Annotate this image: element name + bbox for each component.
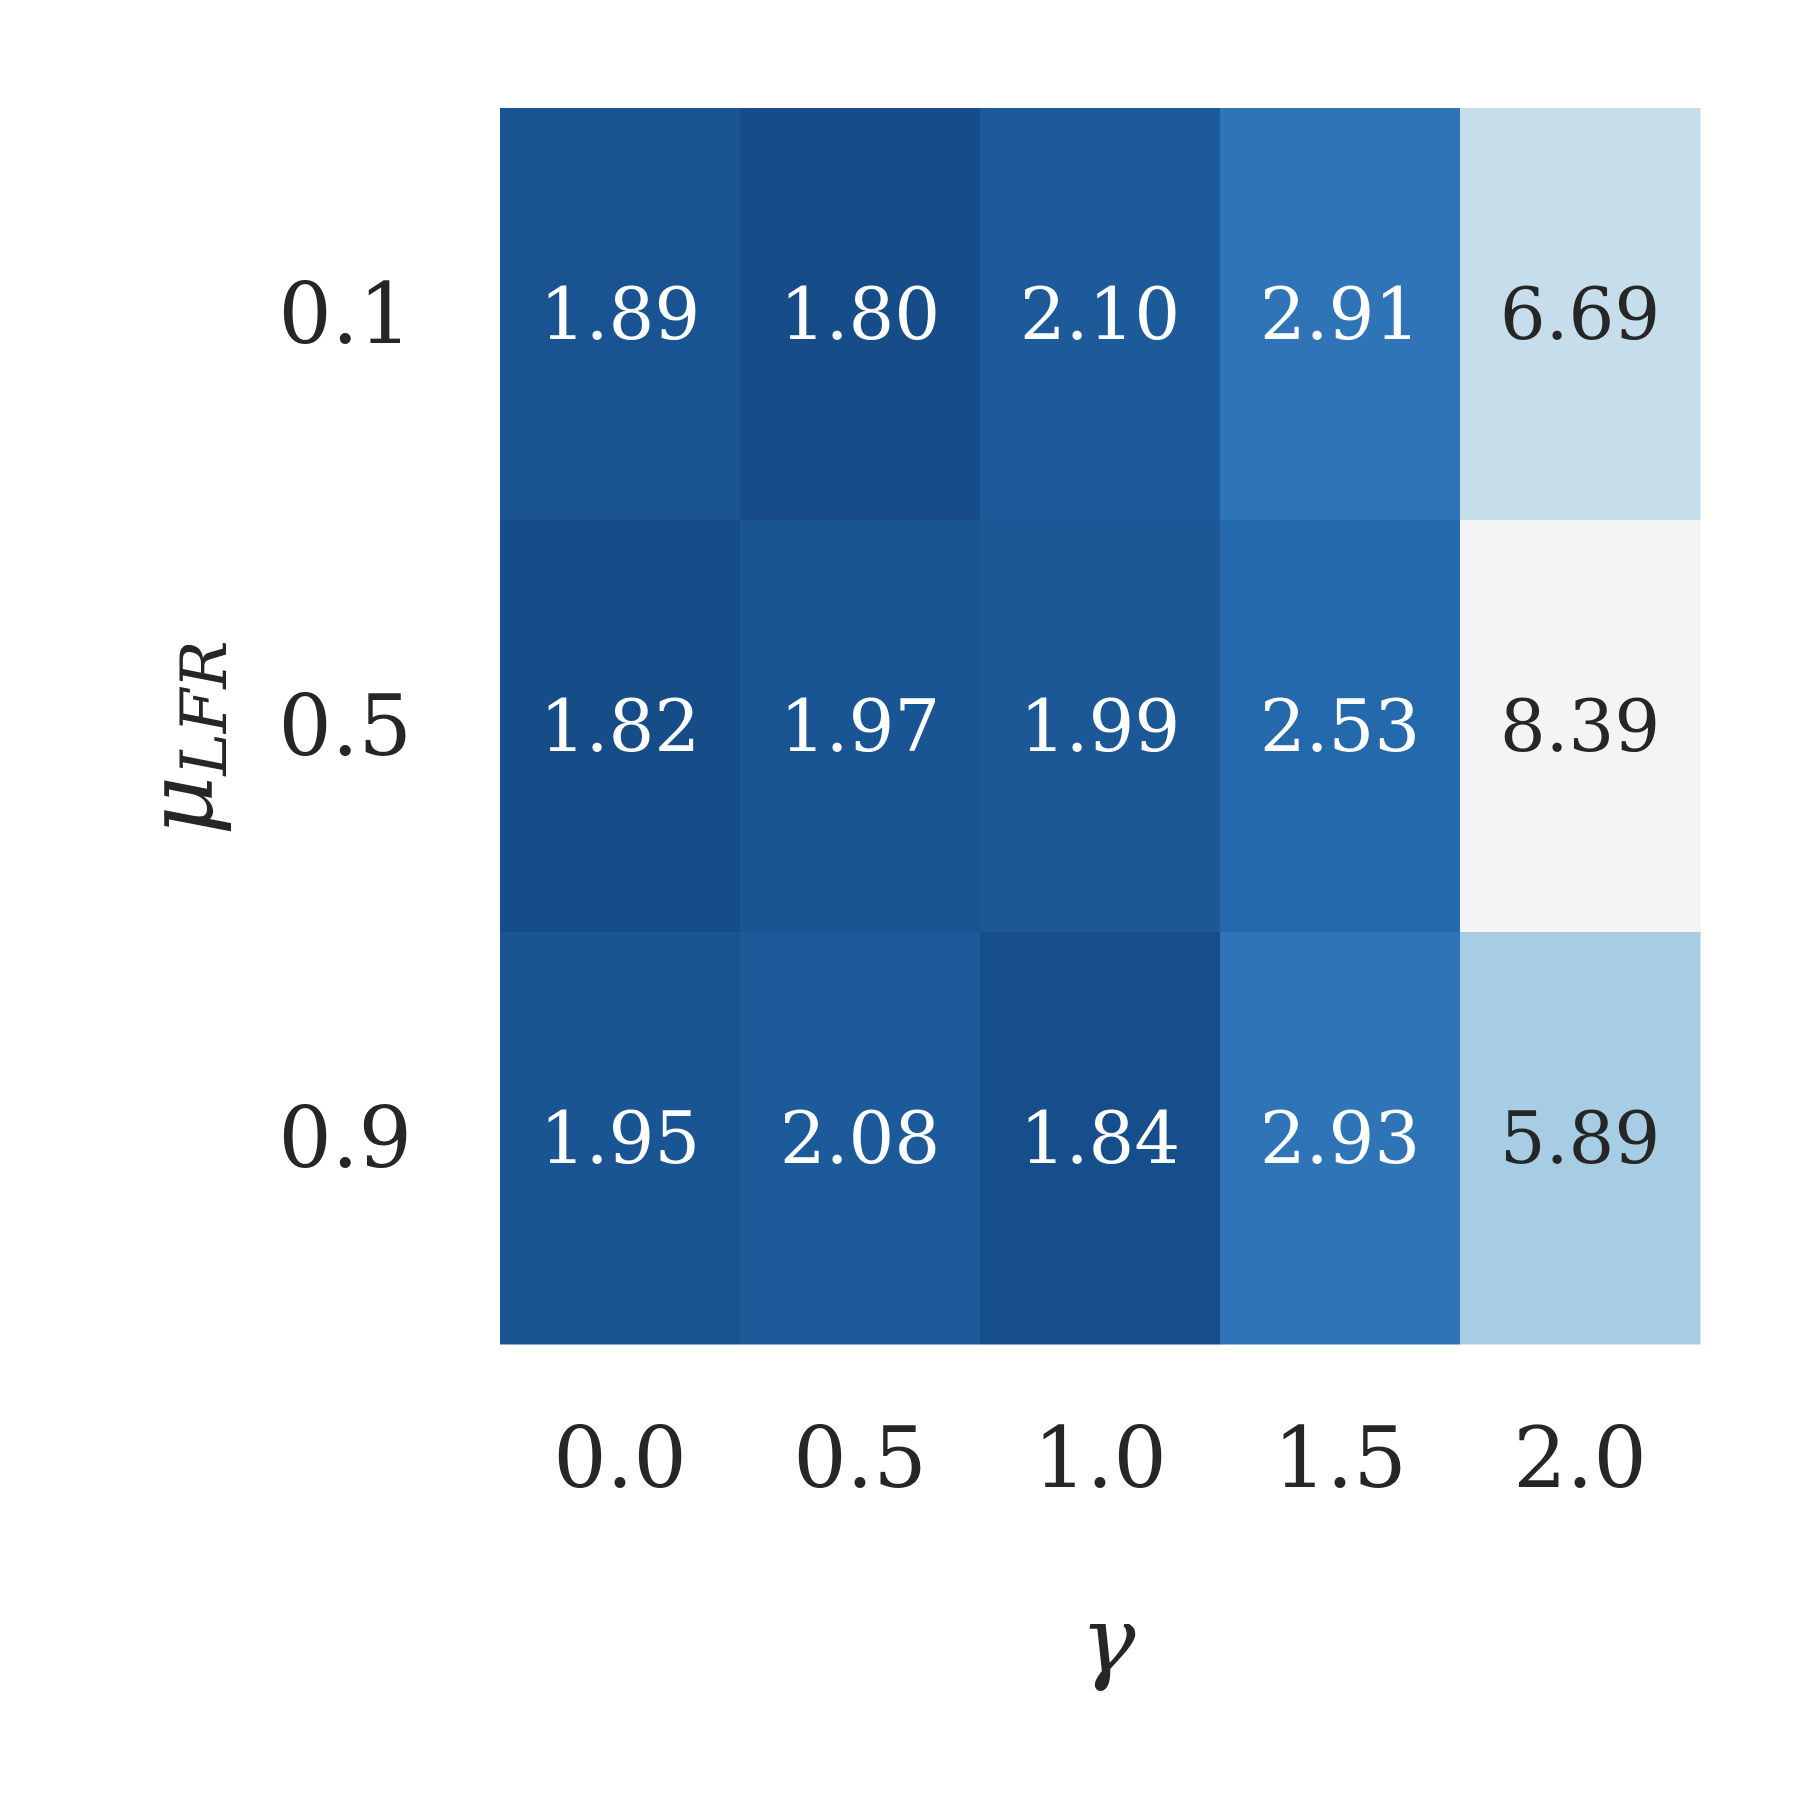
cell-value-label: 2.93 bbox=[1260, 1096, 1420, 1180]
cell-value-label: 1.82 bbox=[540, 684, 700, 768]
x-tick-label: 2.0 bbox=[1513, 1409, 1647, 1507]
x-tick-label: 1.0 bbox=[1033, 1409, 1167, 1507]
heatmap-cell bbox=[1460, 520, 1701, 933]
cell-value-label: 1.95 bbox=[540, 1096, 700, 1180]
y-tick-labels: 0.1 0.5 0.9 bbox=[278, 265, 412, 1187]
cell-value-label: 2.08 bbox=[780, 1096, 940, 1180]
x-tick-label: 1.5 bbox=[1273, 1409, 1407, 1507]
svg-text:μLFR: μLFR bbox=[127, 641, 242, 836]
x-tick-label: 0.5 bbox=[793, 1409, 927, 1507]
cell-value-label: 6.69 bbox=[1500, 272, 1660, 356]
y-axis-label-main: μ bbox=[127, 776, 234, 836]
cell-value-label: 2.91 bbox=[1260, 272, 1420, 356]
x-axis-label: γ bbox=[1081, 1587, 1137, 1694]
x-tick-label: 0.0 bbox=[553, 1409, 687, 1507]
cell-value-label: 2.10 bbox=[1020, 272, 1180, 356]
cell-value-label: 1.84 bbox=[1020, 1096, 1180, 1180]
y-tick-label: 0.9 bbox=[278, 1089, 412, 1187]
heatmap-cell bbox=[1460, 108, 1701, 521]
cell-value-label: 1.97 bbox=[780, 684, 940, 768]
x-tick-labels: 0.0 0.5 1.0 1.5 2.0 bbox=[553, 1409, 1647, 1507]
heatmap-cell bbox=[740, 108, 981, 521]
y-tick-label: 0.5 bbox=[278, 677, 412, 775]
cell-value-label: 5.89 bbox=[1500, 1096, 1660, 1180]
heatmap-cell bbox=[500, 520, 741, 933]
heatmap-cell bbox=[1220, 932, 1461, 1345]
heatmap-cell bbox=[980, 932, 1221, 1345]
heatmap-cell bbox=[980, 520, 1221, 933]
cell-value-label: 1.89 bbox=[540, 272, 700, 356]
heatmap-cell bbox=[1460, 932, 1701, 1345]
heatmap-cell bbox=[500, 932, 741, 1345]
y-tick-label: 0.1 bbox=[278, 265, 412, 363]
heatmap-cell bbox=[500, 108, 741, 521]
cell-value-label: 8.39 bbox=[1500, 684, 1660, 768]
heatmap-cell bbox=[740, 932, 981, 1345]
cell-value-label: 2.53 bbox=[1260, 684, 1420, 768]
y-axis-label: μLFR bbox=[127, 641, 242, 836]
heatmap-cell bbox=[740, 520, 981, 933]
heatmap-cell bbox=[980, 108, 1221, 521]
heatmap-cell bbox=[1220, 108, 1461, 521]
y-axis-label-subscript: LFR bbox=[168, 641, 242, 777]
cell-value-label: 1.80 bbox=[780, 272, 940, 356]
heatmap-cell-labels: 1.89 1.80 2.10 2.91 6.69 1.82 1.97 1.99 2.53 8.39… bbox=[540, 272, 1660, 1180]
heatmap-cells bbox=[500, 108, 1701, 1345]
cell-value-label: 1.99 bbox=[1020, 684, 1180, 768]
heatmap-cell bbox=[1220, 520, 1461, 933]
